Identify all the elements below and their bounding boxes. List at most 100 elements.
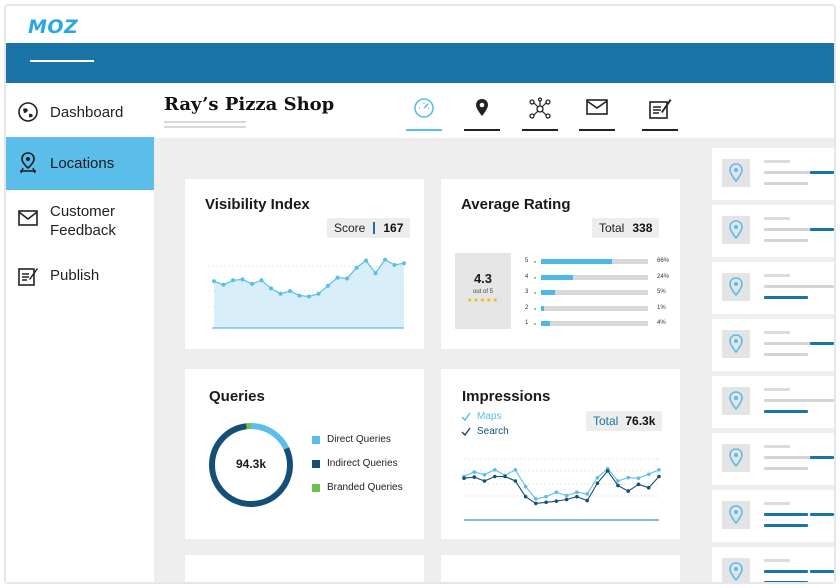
data-point	[326, 283, 330, 288]
data-point	[383, 257, 387, 262]
data-point	[212, 279, 216, 284]
sidebar-item-dashboard[interactable]: Dashboard	[6, 93, 154, 131]
placeholder-text-line	[810, 228, 834, 231]
data-point	[595, 475, 600, 480]
card-title: Impressions	[462, 388, 551, 405]
data-point	[240, 277, 245, 282]
data-point	[221, 282, 226, 287]
filter-search[interactable]: Search	[461, 426, 509, 437]
tab-messages[interactable]	[579, 97, 615, 131]
tab-dashboard[interactable]	[406, 97, 442, 131]
data-point	[250, 281, 254, 286]
placeholder-text-line	[764, 513, 808, 516]
data-point	[307, 294, 311, 299]
data-point	[492, 468, 497, 472]
placeholder-text-line	[764, 524, 808, 527]
location-pin-icon	[722, 330, 750, 358]
data-point	[513, 479, 518, 483]
bullet	[534, 323, 536, 325]
data-point	[605, 469, 610, 473]
rating-bar-track	[541, 274, 648, 280]
menu-line-icon[interactable]	[30, 60, 94, 62]
impressions-card: Impressions Maps Search Total 76.3k	[441, 369, 680, 539]
rating-stars-label: 5	[525, 258, 529, 264]
filter-label: Maps	[477, 411, 502, 422]
data-point	[626, 489, 631, 493]
rating-percent: 4%	[657, 320, 666, 326]
rating-bar-fill	[541, 321, 550, 326]
filter-maps[interactable]: Maps	[461, 411, 501, 422]
legend-swatch	[312, 435, 320, 444]
rating-percent: 1%	[657, 304, 666, 311]
placeholder-text-line	[764, 581, 808, 582]
data-point	[616, 479, 620, 483]
location-pin-icon	[722, 273, 750, 301]
placeholder-card	[441, 555, 680, 582]
legend-direct-queries: Direct Queries	[312, 434, 391, 445]
tab-network[interactable]	[522, 97, 558, 131]
moz-logo[interactable]: MOZ	[28, 16, 79, 38]
legend-branded-queries: Branded Queries	[312, 482, 403, 493]
sidebar-item-locations[interactable]: Locations	[6, 137, 154, 190]
placeholder-text-line	[810, 342, 834, 345]
data-point	[513, 468, 518, 472]
rating-stars-label: 1	[525, 320, 529, 326]
location-list-item[interactable]	[712, 376, 834, 428]
top-bar	[6, 43, 834, 83]
dashboard-content: Visibility Index Score 167 Average Ratin…	[154, 138, 712, 582]
rating-percent: 24%	[657, 273, 670, 280]
location-list-item[interactable]	[712, 319, 834, 371]
queries-donut-chart	[209, 423, 293, 507]
location-pin-icon	[722, 159, 750, 187]
card-title: Visibility Index	[205, 196, 310, 213]
location-list-item[interactable]	[712, 148, 834, 200]
sidebar-item-customer-feedback[interactable]: Customer Feedback	[6, 198, 154, 242]
total-value: 76.3k	[625, 414, 656, 428]
rating-bar-fill	[541, 274, 574, 280]
placeholder-text-line	[764, 456, 834, 459]
edit-document-icon	[648, 97, 672, 126]
placeholder-text-line	[764, 160, 790, 163]
visibility-area-chart	[208, 257, 406, 329]
location-list-item[interactable]	[712, 490, 834, 542]
visibility-index-card: Visibility Index Score 167	[185, 179, 424, 349]
legend-swatch	[312, 483, 320, 492]
checkbox-icon[interactable]	[461, 427, 471, 437]
score-label: Score	[334, 221, 366, 235]
title-underline	[164, 121, 246, 123]
legend-indirect-queries: Indirect Queries	[312, 458, 398, 469]
placeholder-text-line	[764, 342, 834, 345]
placeholder-text-line	[764, 274, 790, 277]
location-pin-icon	[722, 501, 750, 529]
sidebar-item-label: Publish	[50, 267, 100, 284]
legend-swatch	[312, 459, 320, 468]
tab-publish[interactable]	[642, 97, 678, 131]
average-rating-scale: out of 5	[472, 289, 493, 295]
placeholder-text-line	[764, 410, 808, 413]
data-point	[564, 497, 569, 502]
main-header: Ray’s Pizza Shop	[154, 83, 712, 138]
placeholder-text-line	[764, 217, 790, 220]
data-point	[364, 258, 368, 263]
placeholder-text-line	[764, 502, 790, 505]
location-list-item[interactable]	[712, 433, 834, 485]
average-rating-box: 4.3 out of 5 ★★★★★	[455, 253, 511, 329]
page-title: Ray’s Pizza Shop	[164, 94, 335, 115]
data-point	[472, 470, 477, 474]
data-point	[482, 479, 487, 483]
sidebar-item-publish[interactable]: Publish	[6, 261, 154, 291]
total-label: Total	[593, 414, 619, 428]
average-rating-value: 4.3	[473, 271, 493, 286]
checkbox-icon[interactable]	[461, 412, 471, 422]
sidebar-item-label: Locations	[50, 155, 115, 172]
data-point	[575, 490, 579, 494]
data-point	[259, 278, 264, 283]
placeholder-text-line	[764, 182, 808, 185]
tab-underline	[579, 129, 615, 131]
location-list-item[interactable]	[712, 262, 834, 314]
data-point	[646, 472, 651, 477]
rating-bar-track	[541, 321, 648, 326]
location-list-item[interactable]	[712, 205, 834, 257]
location-list-item[interactable]	[712, 547, 834, 582]
tab-locations[interactable]	[464, 97, 500, 131]
